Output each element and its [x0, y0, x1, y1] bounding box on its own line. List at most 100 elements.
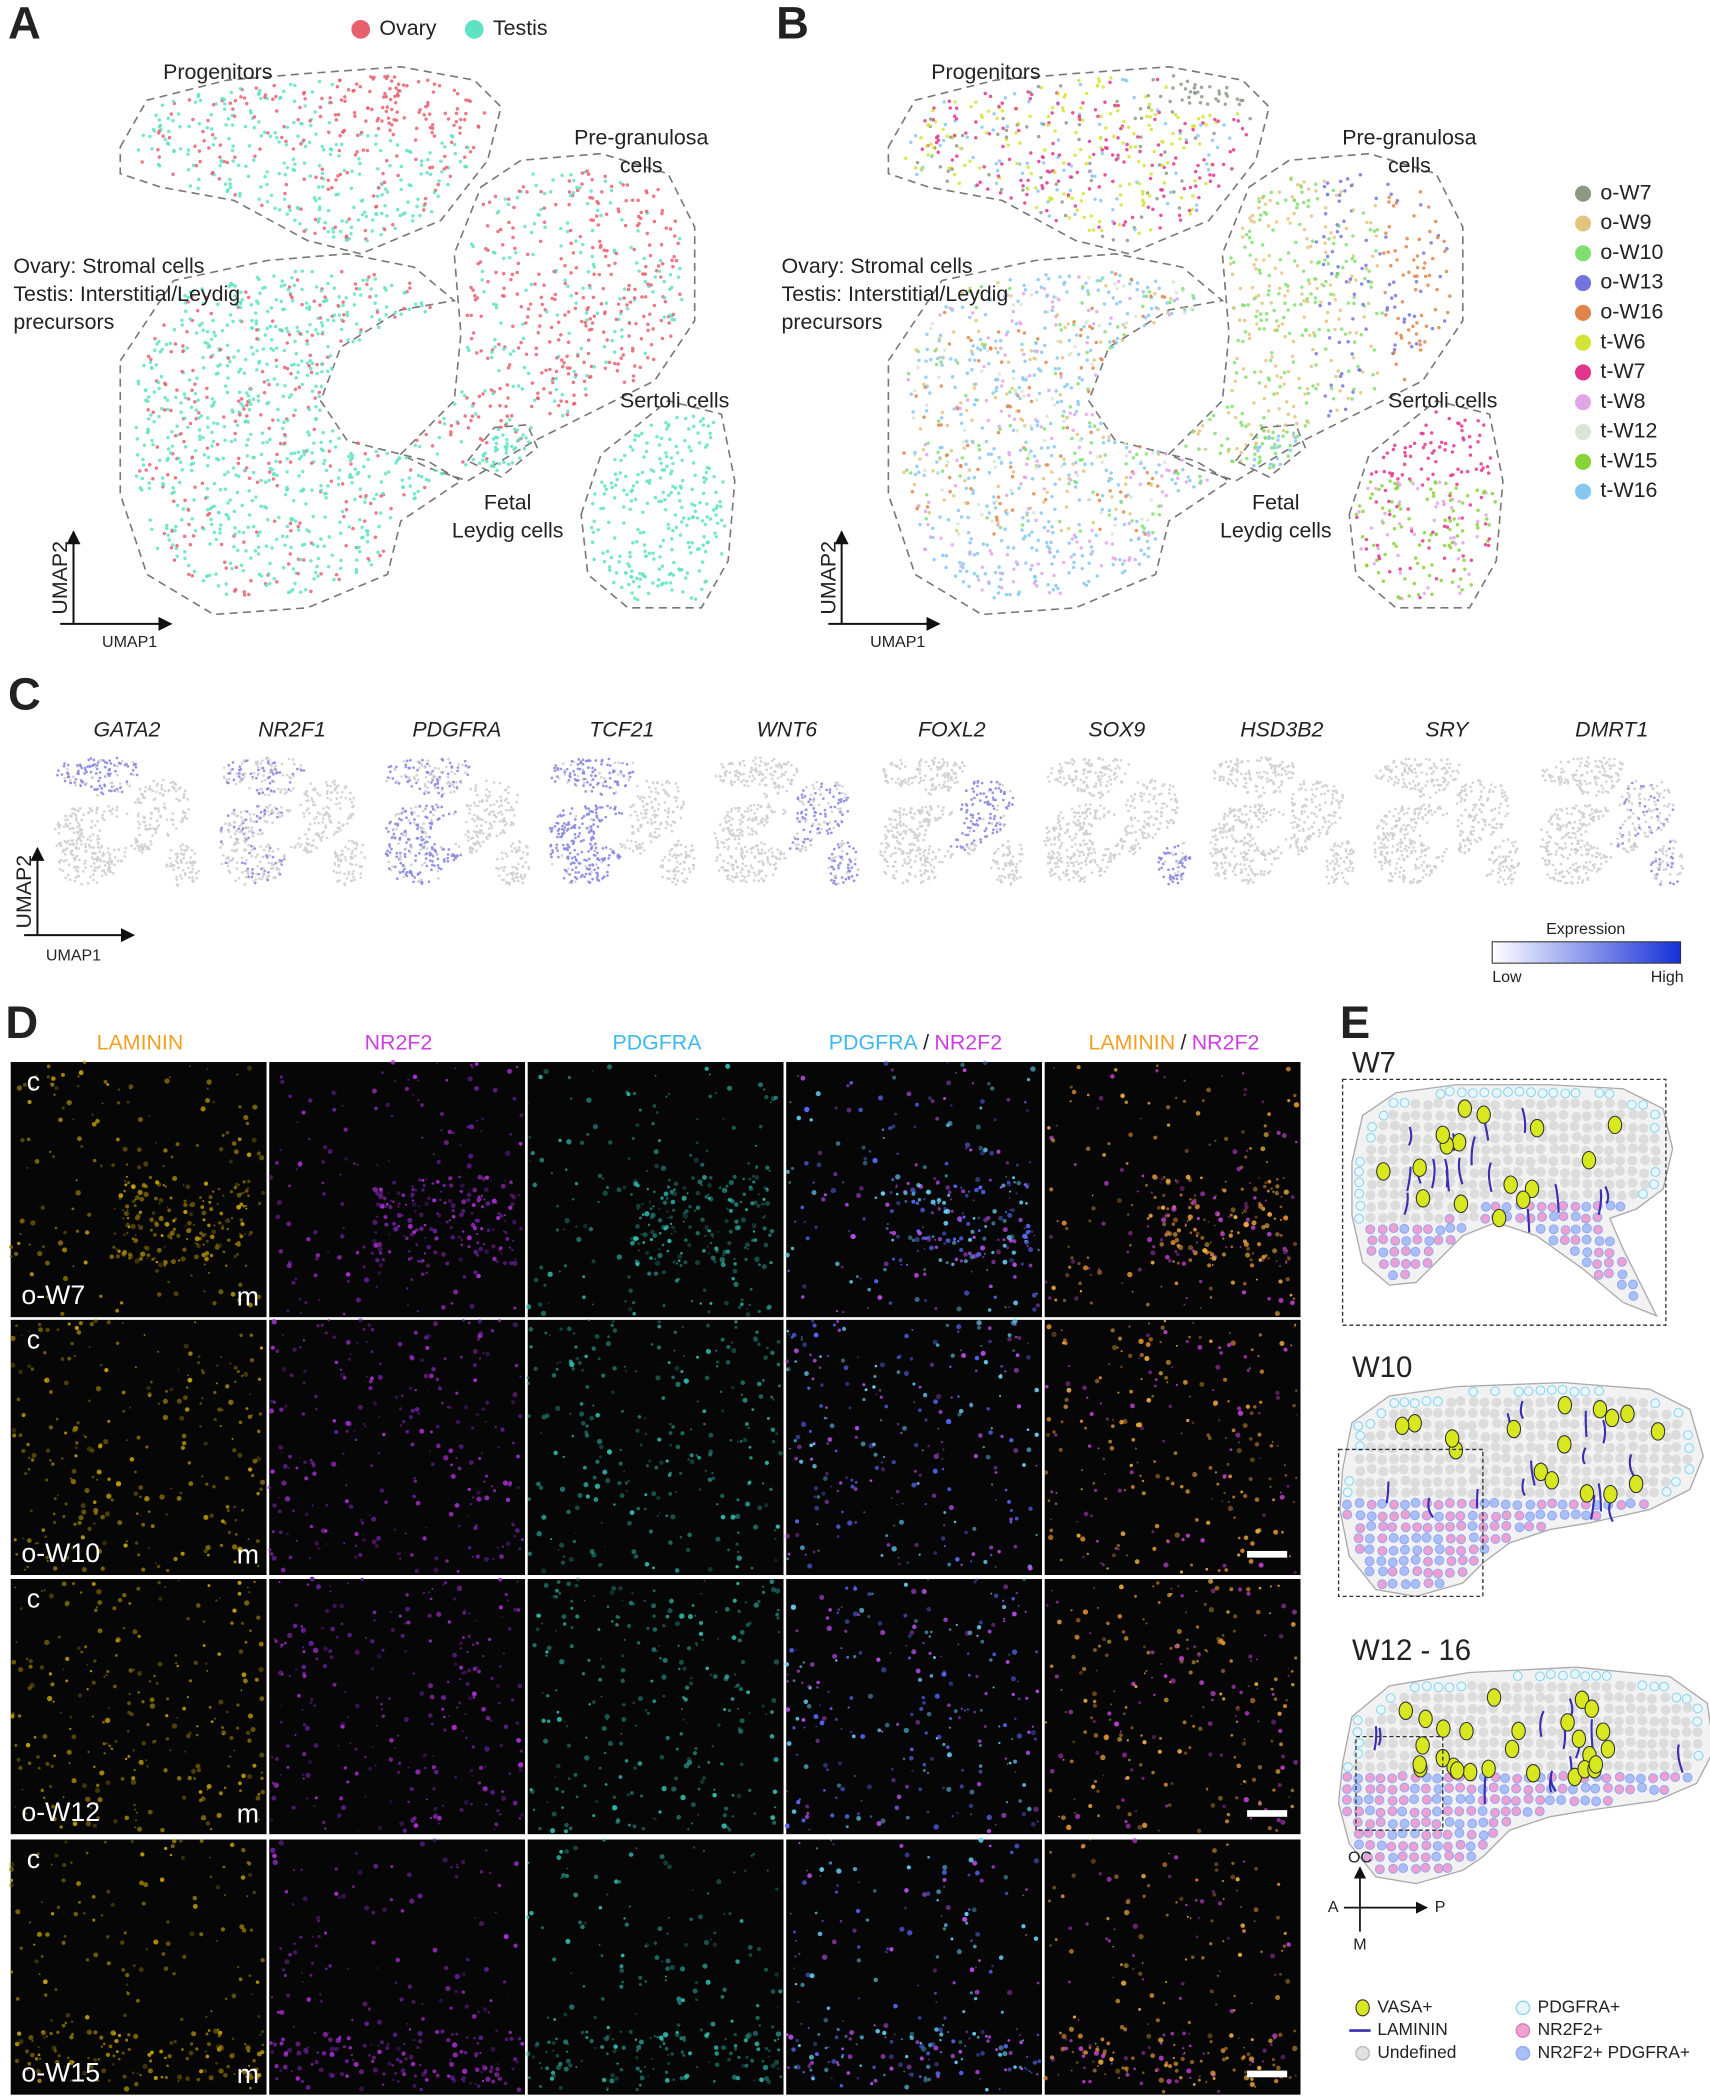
cell-dot: [1267, 273, 1271, 278]
cell-dot: [1443, 448, 1447, 452]
cell-dot: [634, 321, 638, 326]
cell-dot: [553, 292, 558, 297]
cell-dot: [1077, 498, 1082, 502]
cell-dot: [1262, 396, 1267, 401]
cell-dot: [1290, 354, 1295, 359]
cell-dot: [158, 792, 162, 795]
cell-dot: [1414, 342, 1419, 346]
cell-dot: [910, 490, 915, 494]
cell-dot: [416, 197, 420, 201]
cell-dot: [917, 470, 921, 475]
cell-dot: [665, 427, 669, 431]
cell-dot: [231, 466, 236, 470]
cell-dot: [1442, 319, 1447, 323]
cell-dot: [321, 448, 325, 453]
cell-dot: [329, 274, 334, 278]
cell-dot: [1371, 254, 1375, 259]
cell-dot: [388, 516, 393, 520]
cell-dot: [198, 159, 202, 164]
cell-dot: [1003, 96, 1008, 100]
cell-dot: [1052, 573, 1056, 578]
cell-dot: [572, 393, 576, 398]
cell-dot: [1087, 187, 1092, 191]
cell-dot: [103, 783, 106, 787]
cell-dot: [978, 348, 983, 352]
cell-dot: [316, 220, 321, 224]
cell-dot: [624, 571, 628, 575]
cell-dot: [289, 372, 293, 376]
cell-dot: [89, 770, 93, 774]
cell-dot: [1335, 223, 1339, 227]
cell-dot: [1045, 294, 1049, 299]
cell-dot: [1174, 469, 1178, 473]
cell-dot: [360, 525, 364, 530]
cell-dot: [1091, 520, 1096, 525]
cell-dot: [278, 327, 282, 332]
cell-dot: [333, 225, 338, 229]
cell-dot: [299, 142, 303, 146]
cell-dot: [1330, 271, 1334, 276]
legend-label: t-W8: [1600, 389, 1645, 413]
cell-dot: [627, 582, 631, 587]
cluster-label: Testis: Interstitial/Leydig: [782, 282, 1009, 306]
cell-dot: [374, 212, 378, 216]
cell-dot: [1217, 184, 1221, 188]
cell-dot: [675, 415, 679, 420]
cell-dot: [669, 334, 673, 338]
cell-dot: [652, 557, 656, 561]
cell-dot: [450, 134, 455, 139]
cell-dot: [198, 98, 203, 103]
cell-dot: [1292, 211, 1296, 216]
cell-dot: [365, 148, 370, 153]
cell-dot: [642, 530, 646, 535]
cell-dot: [1410, 344, 1414, 349]
cell-dot: [256, 394, 261, 398]
cell-dot: [317, 205, 322, 209]
cell-dot: [271, 418, 275, 422]
cell-dot: [992, 495, 996, 499]
cell-dot: [449, 140, 454, 145]
cell-dot: [219, 523, 223, 527]
cell-dot: [1311, 347, 1315, 352]
cell-dot: [1291, 431, 1296, 435]
cell-dot: [551, 178, 555, 182]
cell-dot: [1094, 340, 1098, 345]
cell-dot: [191, 163, 196, 167]
cell-dot: [361, 278, 365, 283]
cell-dot: [167, 135, 172, 140]
cell-dot: [298, 331, 302, 336]
cell-dot: [583, 387, 588, 391]
cell-dot: [347, 217, 351, 221]
cell-dot: [1419, 203, 1423, 207]
cell-dot: [567, 202, 571, 207]
cell-dot: [363, 452, 368, 456]
cell-dot: [660, 211, 664, 216]
cell-dot: [88, 845, 92, 849]
cell-dot: [1257, 196, 1261, 201]
cell-dot: [971, 344, 975, 348]
cell-dot: [305, 306, 309, 310]
cell-dot: [288, 552, 293, 556]
cell-dot: [1018, 448, 1023, 452]
cell-dot: [1053, 482, 1057, 486]
cell-dot: [1241, 339, 1245, 344]
cell-dot: [536, 396, 540, 401]
cell-dot: [1111, 207, 1115, 212]
cell-dot: [1263, 436, 1268, 441]
cell-dot: [1385, 451, 1390, 455]
cell-dot: [309, 589, 313, 594]
cell-dot: [64, 818, 67, 822]
cell-dot: [666, 424, 670, 428]
cell-dot: [76, 825, 79, 829]
cell-dot: [352, 111, 357, 115]
cell-dot: [135, 453, 140, 457]
cell-dot: [630, 346, 635, 351]
cell-dot: [971, 491, 975, 496]
cell-dot: [1313, 333, 1317, 338]
cell-dot: [1313, 296, 1318, 300]
cell-dot: [446, 117, 451, 121]
cell-dot: [592, 272, 596, 276]
cluster-dots: [1354, 410, 1497, 601]
cell-dot: [205, 574, 209, 579]
cell-dot: [552, 269, 556, 274]
